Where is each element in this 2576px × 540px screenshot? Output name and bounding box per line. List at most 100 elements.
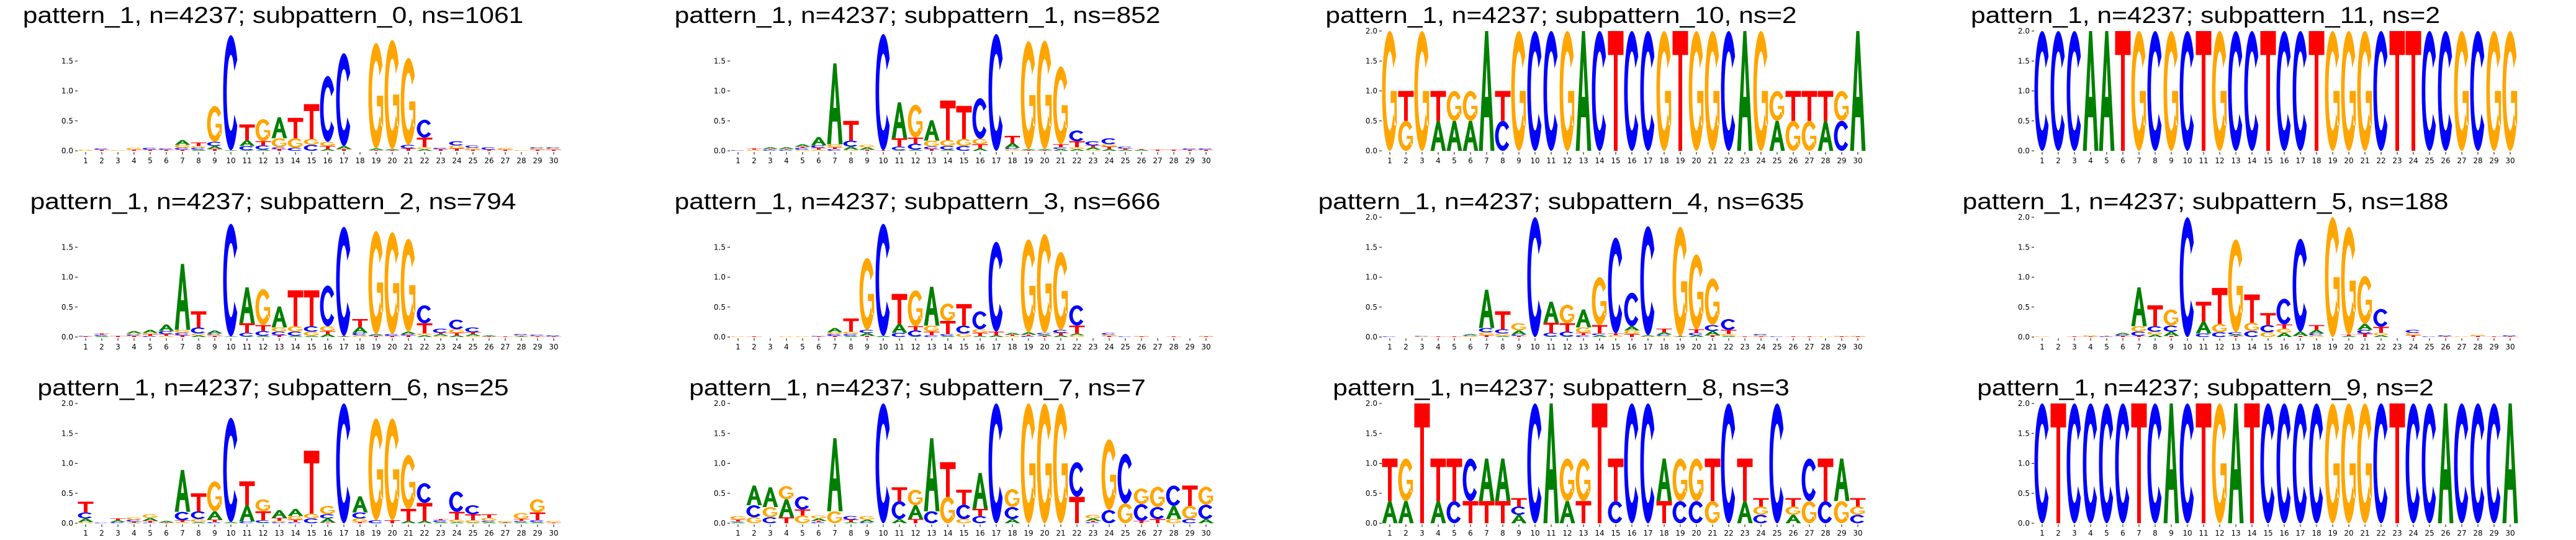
logo-letter-T [2502,336,2518,337]
logo-letter-T [271,518,287,521]
logo-letter-G [730,516,745,520]
logo-letter-C [1801,458,1816,502]
logo-letter-A [1462,120,1479,151]
logo-letter-A [778,499,794,518]
logo-letter-C [223,223,238,337]
logo-letter-G [529,148,545,150]
logo-letter-C [223,418,238,523]
logo-letter-T [78,502,94,513]
logo-letter-T [1462,501,1479,523]
x-tick-label: 26 [484,343,493,351]
logo-letter-C [2308,333,2323,336]
logo-letter-T [795,509,810,516]
x-tick-label: 26 [484,529,493,538]
logo-letter-C [78,512,92,519]
logo-letter-T [940,462,955,497]
x-tick-label: 20 [387,156,397,165]
x-tick-label: 3 [1420,343,1425,351]
logo-letter-G [191,146,206,148]
logo-letter-T [891,294,907,324]
logo-letter-C [778,150,793,151]
x-tick-label: 7 [1484,529,1489,538]
logo-letter-T [827,336,842,337]
logo-letter-G [1414,336,1430,337]
logo-letter-T [746,148,762,150]
logo-letter-T [2228,336,2243,337]
logo-panel: pattern_1, n=4237; subpattern_1, ns=852 0… [644,0,1289,180]
logo-letter-G [1004,149,1019,151]
logo-letter-C [384,334,399,336]
x-tick-label: 17 [991,343,1001,351]
x-tick-label: 14 [290,529,300,538]
logo-letter-T [529,512,546,521]
logo-letter-C [126,520,141,522]
logo-letter-A [174,264,191,330]
logo-letter-T [158,334,174,336]
logo-letter-C [207,333,222,335]
logo-letter-G [352,335,367,337]
x-tick-label: 14 [2247,156,2256,165]
logo-letter-G [304,513,319,519]
logo-letter-C [859,330,873,333]
logo-letter-G [907,290,922,326]
x-tick-label: 19 [371,156,381,165]
logo-letter-T [940,320,955,335]
x-tick-label: 29 [1185,156,1194,165]
x-tick-label: 4 [1436,156,1441,165]
x-tick-label: 4 [1436,529,1441,538]
logo-letter-C [1085,141,1099,146]
x-tick-label: 1 [83,529,88,538]
x-tick-label: 8 [2153,156,2158,165]
x-tick-label: 18 [1007,529,1017,538]
x-tick-label: 17 [2295,343,2305,351]
x-tick-label: 10 [1530,156,1539,165]
logo-letter-G [940,140,955,146]
logo-letter-T [843,520,858,523]
logo-letter-G [2308,335,2323,337]
x-tick-label: 18 [1007,343,1017,351]
logo-letter-T [2405,31,2421,151]
logo-letter-T [2195,403,2211,523]
y-tick-label: 1.0 [713,459,725,468]
logo-letter-A [2131,287,2146,326]
logo-letter-A [1398,501,1414,523]
sequence-logo-chart: pattern_1, n=4237; subpattern_3, ns=666 0… [674,189,1214,351]
logo-letter-T [465,332,481,335]
logo-letter-G [1834,91,1849,121]
logo-letter-T [1446,336,1462,337]
logo-letter-G [320,142,335,146]
x-tick-label: 5 [2104,156,2109,165]
logo-letter-C [2405,330,2420,333]
logo-letter-T [1053,333,1068,336]
x-tick-label: 1 [736,156,741,165]
x-tick-label: 27 [2457,156,2466,165]
logo-letter-G [1198,487,1213,505]
logo-letter-A [368,334,384,336]
logo-letter-T [2212,287,2227,324]
x-tick-label: 21 [1056,156,1065,165]
logo-letter-T [1688,329,1705,333]
logo-letter-G [924,140,939,147]
y-tick-label: 0.5 [2017,117,2029,125]
logo-letter-T [1414,403,1430,523]
x-tick-label: 7 [1484,343,1489,351]
logo-letter-T [843,318,858,332]
logo-letter-C [2276,299,2290,325]
logo-letter-T [126,336,142,337]
x-tick-label: 5 [2104,529,2109,538]
x-tick-label: 7 [2137,529,2141,538]
logo-letter-A [255,150,271,151]
logo-letter-G [1069,335,1084,337]
sequence-logo-chart: pattern_1, n=4237; subpattern_6, ns=25 0.… [37,376,562,538]
x-tick-label: 29 [533,156,542,165]
logo-letter-C [1511,335,1526,336]
logo-letter-A [94,336,110,337]
x-tick-label: 17 [1643,529,1652,538]
logo-letter-G [1462,91,1478,121]
logo-letter-G [956,138,971,146]
x-tick-label: 3 [2072,343,2077,351]
x-tick-label: 16 [1627,156,1636,165]
logo-letter-C [859,522,873,523]
y-tick-label: 0.5 [2017,303,2029,312]
logo-letter-C [417,483,431,503]
